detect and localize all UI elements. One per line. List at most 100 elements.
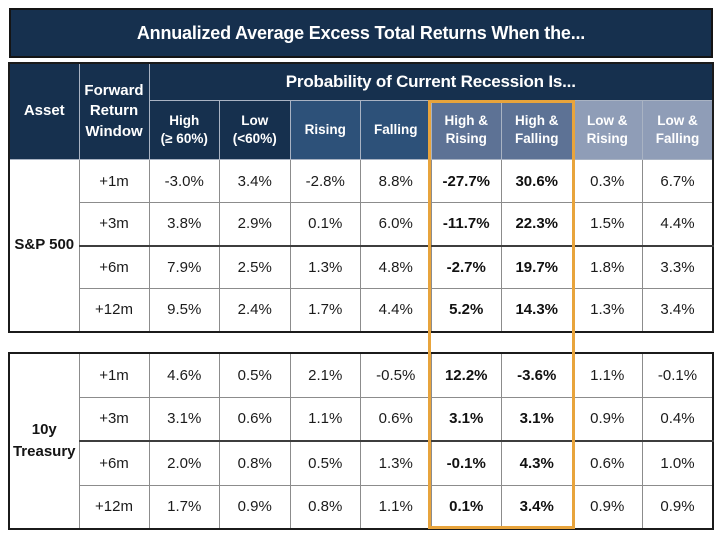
value-cell-highlighted: 19.7% [501, 244, 573, 289]
sp500-returns-table: Asset Forward Return Window Probability … [8, 62, 714, 333]
window-label: +3m [78, 396, 150, 442]
asset-column-header: Asset [8, 62, 80, 160]
value-cell: -2.8% [289, 159, 361, 203]
window-label: +1m [78, 159, 150, 203]
value-cell-highlighted: 4.3% [501, 440, 573, 486]
value-cell: 3.4% [642, 288, 714, 332]
table-row: +3m 3.1% 0.6% 1.1% 0.6% 3.1% 3.1% 0.9% 0… [9, 396, 714, 442]
value-cell: 0.6% [219, 396, 291, 442]
value-cell: 1.7% [148, 484, 220, 530]
value-cell: 8.8% [360, 159, 432, 203]
figure-title-bar: Annualized Average Excess Total Returns … [9, 8, 713, 58]
value-cell: 7.9% [148, 244, 220, 289]
value-cell: 6.0% [360, 202, 432, 246]
table-row: 10y Treasury +1m 4.6% 0.5% 2.1% -0.5% 12… [8, 352, 714, 530]
value-cell: 0.1% [289, 202, 361, 246]
value-cell-highlighted: 5.2% [430, 288, 502, 332]
value-cell: 0.9% [571, 396, 643, 442]
table-row: +12m 9.5% 2.4% 1.7% 4.4% 5.2% 14.3% 1.3%… [9, 288, 714, 332]
probability-group-header: Probability of Current Recession Is... [148, 62, 714, 101]
value-cell-highlighted: 3.1% [430, 396, 502, 442]
value-cell: 0.9% [219, 484, 291, 530]
value-cell: 2.9% [219, 202, 291, 246]
treasury-returns-table: 10y Treasury +1m 4.6% 0.5% 2.1% -0.5% 12… [8, 352, 714, 530]
window-label: +1m [78, 352, 150, 398]
value-cell-highlighted: -3.6% [501, 352, 573, 398]
value-cell-highlighted: -2.7% [430, 244, 502, 289]
value-cell: 0.8% [219, 440, 291, 486]
column-header-low: Low (<60%) [219, 100, 291, 160]
value-cell-highlighted: -11.7% [430, 202, 502, 246]
value-cell: 4.6% [148, 352, 220, 398]
window-label: +6m [78, 244, 150, 289]
value-cell: 1.7% [289, 288, 361, 332]
value-cell-highlighted: 30.6% [501, 159, 573, 203]
window-label: +3m [78, 202, 150, 246]
value-cell: 0.8% [289, 484, 361, 530]
column-header-high: High (≥ 60%) [148, 100, 220, 160]
table-row: +3m 3.8% 2.9% 0.1% 6.0% -11.7% 22.3% 1.5… [9, 202, 714, 246]
value-cell: 1.0% [642, 440, 714, 486]
column-header-high-falling: High & Falling [501, 100, 573, 160]
value-cell: 1.5% [571, 202, 643, 246]
value-cell: 0.5% [289, 440, 361, 486]
value-cell: 2.4% [219, 288, 291, 332]
window-label: +12m [78, 288, 150, 332]
value-cell: 0.6% [571, 440, 643, 486]
value-cell-highlighted: 0.1% [430, 484, 502, 530]
value-cell: 0.5% [219, 352, 291, 398]
value-cell: 4.8% [360, 244, 432, 289]
value-cell: 1.3% [289, 244, 361, 289]
figure-title: Annualized Average Excess Total Returns … [136, 22, 586, 43]
value-cell: 4.4% [360, 288, 432, 332]
asset-label-sp500: S&P 500 [8, 159, 80, 332]
value-cell: 1.1% [571, 352, 643, 398]
value-cell: 0.9% [642, 484, 714, 530]
table-row: S&P 500 +1m -3.0% 3.4% -2.8% 8.8% -27.7%… [8, 159, 714, 332]
value-cell-highlighted: 14.3% [501, 288, 573, 332]
column-header-falling: Falling [360, 100, 432, 160]
table-row: +6m 2.0% 0.8% 0.5% 1.3% -0.1% 4.3% 0.6% … [9, 440, 714, 486]
window-label: +6m [78, 440, 150, 486]
value-cell-highlighted: -0.1% [430, 440, 502, 486]
value-cell: -0.5% [360, 352, 432, 398]
column-header-low-rising: Low & Rising [571, 100, 643, 160]
group-header-row: Asset Forward Return Window Probability … [8, 62, 714, 160]
value-cell: -0.1% [642, 352, 714, 398]
value-cell: 1.1% [289, 396, 361, 442]
asset-label-10y-treasury: 10y Treasury [8, 352, 80, 530]
value-cell: 1.8% [571, 244, 643, 289]
column-header-rising: Rising [289, 100, 361, 160]
column-header-low-falling: Low & Falling [642, 100, 714, 160]
value-cell-highlighted: 3.4% [501, 484, 573, 530]
window-label: +12m [78, 484, 150, 530]
column-header-high-rising: High & Rising [430, 100, 502, 160]
value-cell: 1.1% [360, 484, 432, 530]
value-cell: 6.7% [642, 159, 714, 203]
value-cell: 3.8% [148, 202, 220, 246]
value-cell: 1.3% [571, 288, 643, 332]
value-cell: 2.1% [289, 352, 361, 398]
forward-return-window-header: Forward Return Window [78, 62, 150, 160]
value-cell: 1.3% [360, 440, 432, 486]
table-row: +12m 1.7% 0.9% 0.8% 1.1% 0.1% 3.4% 0.9% … [9, 484, 714, 530]
value-cell-highlighted: 22.3% [501, 202, 573, 246]
column-header-row: High (≥ 60%) Low (<60%) Rising Falling H… [9, 100, 714, 160]
value-cell-highlighted: 3.1% [501, 396, 573, 442]
value-cell: 2.0% [148, 440, 220, 486]
value-cell: 9.5% [148, 288, 220, 332]
value-cell: 0.3% [571, 159, 643, 203]
value-cell-highlighted: 12.2% [430, 352, 502, 398]
value-cell: 4.4% [642, 202, 714, 246]
table-row: +6m 7.9% 2.5% 1.3% 4.8% -2.7% 19.7% 1.8%… [9, 244, 714, 289]
value-cell-highlighted: -27.7% [430, 159, 502, 203]
value-cell: 0.9% [571, 484, 643, 530]
value-cell: 2.5% [219, 244, 291, 289]
value-cell: 0.6% [360, 396, 432, 442]
value-cell: 3.4% [219, 159, 291, 203]
value-cell: 3.1% [148, 396, 220, 442]
value-cell: 3.3% [642, 244, 714, 289]
value-cell: -3.0% [148, 159, 220, 203]
value-cell: 0.4% [642, 396, 714, 442]
